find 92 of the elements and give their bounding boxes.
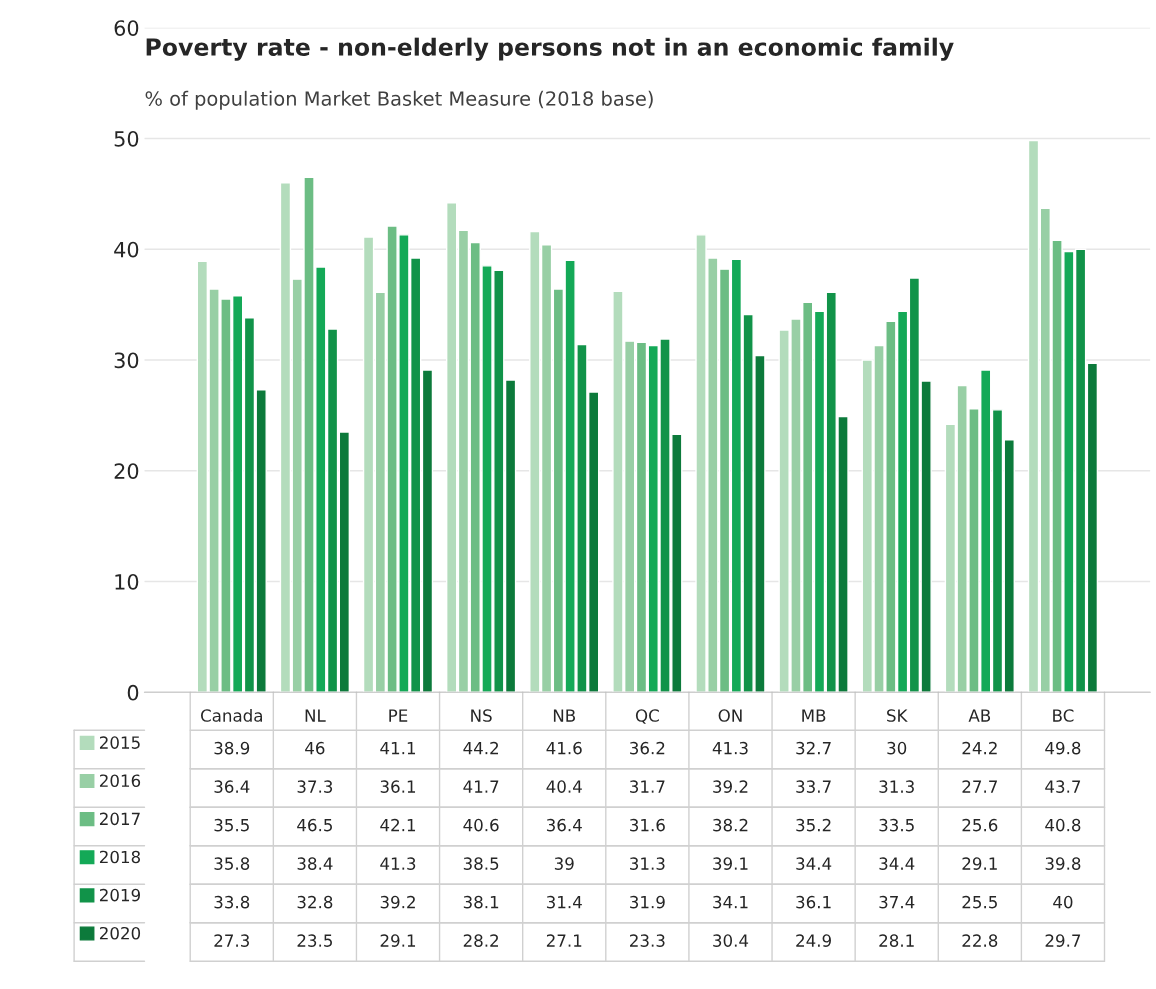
data-label: 29.1: [380, 934, 416, 947]
data-label: 33.8: [214, 895, 250, 909]
data-label: 32.7: [796, 741, 831, 755]
x-tick-label: BC: [1053, 709, 1074, 722]
data-label: 35.8: [214, 857, 250, 870]
data-label: 38.2: [713, 818, 748, 832]
data-label: 49.8: [1045, 741, 1081, 755]
data-label: 31.4: [546, 895, 582, 909]
data-label: 37.3: [297, 780, 333, 793]
data-label: 41.6: [546, 741, 582, 755]
data-label: 27.7: [962, 780, 997, 793]
data-label: 39.2: [713, 780, 748, 793]
data-label: 41.3: [380, 857, 416, 870]
data-label: 40: [1053, 895, 1073, 909]
data-label: 40.8: [1045, 818, 1081, 832]
text: % of population Market Basket Measure (2018 base): [145, 90, 653, 110]
legend-label: 2018: [99, 850, 141, 864]
y-tick-label: 10: [115, 573, 139, 590]
data-label: 33.5: [879, 818, 914, 832]
y-tick-label: 0: [127, 684, 139, 701]
data-label: 27.3: [214, 934, 249, 947]
data-label: 33.7: [796, 780, 831, 793]
data-label: 30: [887, 741, 907, 755]
y-tick-label: 30: [114, 352, 139, 369]
data-label: 39.1: [713, 857, 748, 870]
y-tick-label: 20: [114, 463, 139, 479]
data-label: 36.1: [796, 895, 831, 909]
x-tick-label: NB: [553, 709, 576, 722]
data-label: 39.8: [1045, 857, 1081, 870]
legend-label: 2019: [99, 888, 140, 902]
data-label: 29.7: [1045, 934, 1081, 947]
x-tick-label: QC: [635, 709, 659, 724]
x-tick-label: NL: [305, 709, 326, 722]
data-label: 24.9: [796, 934, 831, 947]
x-tick-label: MB: [802, 709, 826, 722]
data-label: 36.4: [546, 818, 582, 832]
y-tick-label: 60: [114, 20, 139, 36]
data-label: 25.5: [962, 895, 997, 909]
data-label: 39.2: [380, 895, 415, 909]
data-label: 23.3: [630, 934, 665, 947]
data-label: 31.9: [630, 895, 665, 909]
x-tick-label: Canada: [201, 708, 262, 722]
data-label: 38.5: [463, 857, 499, 870]
data-label: 43.7: [1045, 780, 1081, 793]
x-tick-label: NS: [471, 709, 492, 722]
data-label: 22.8: [962, 934, 998, 947]
chart-title: Poverty rate - non-elderly persons not in an economic family: [146, 37, 954, 61]
data-label: 46.5: [297, 818, 332, 832]
data-label: 39: [554, 857, 574, 870]
data-label: 23.5: [297, 934, 332, 947]
data-label: 34.1: [713, 895, 748, 909]
x-tick-label: SK: [887, 709, 908, 722]
data-label: 31.7: [630, 780, 665, 793]
data-label: 28.1: [879, 934, 914, 947]
data-label: 38.1: [463, 895, 499, 909]
data-label: 46: [305, 741, 325, 755]
data-label: 25.6: [962, 818, 998, 832]
data-label: 34.4: [879, 857, 915, 870]
legend-label: 2015: [99, 736, 140, 749]
data-label: 35.2: [796, 818, 831, 832]
data-label: 44.2: [463, 741, 499, 755]
data-label: 29.1: [962, 857, 997, 870]
data-label: 31.3: [630, 857, 665, 870]
data-label: 40.6: [463, 818, 499, 832]
x-tick-label: AB: [968, 709, 991, 722]
y-tick-label: 50: [114, 130, 139, 147]
data-label: 37.4: [879, 895, 915, 909]
data-label: 36.4: [214, 780, 250, 793]
data-label: 32.8: [297, 895, 333, 909]
x-tick-label: ON: [718, 709, 742, 722]
data-label: 38.9: [214, 741, 250, 755]
legend-label: 2016: [99, 774, 141, 788]
data-label: 24.2: [962, 741, 997, 755]
data-label: 41.7: [463, 780, 499, 793]
data-label: 35.5: [214, 818, 249, 832]
data-label: 42.1: [380, 818, 416, 832]
data-label: 38.4: [297, 857, 333, 870]
y-tick-label: 40: [114, 241, 139, 258]
data-label: 31.6: [630, 818, 665, 832]
data-label: 41.1: [380, 742, 416, 755]
data-label: 41.3: [712, 741, 748, 755]
data-label: 30.4: [713, 934, 749, 947]
data-label: 34.4: [796, 857, 832, 870]
data-label: 31.3: [879, 780, 914, 793]
data-label: 36.2: [630, 741, 665, 755]
legend-label: 2017: [99, 812, 140, 826]
data-label: 36.1: [380, 780, 416, 793]
data-label: 27.1: [546, 934, 582, 947]
x-tick-label: PE: [389, 709, 408, 722]
data-label: 28.2: [463, 934, 499, 947]
data-label: 40.4: [546, 780, 582, 793]
legend-label: 2020: [99, 926, 141, 940]
